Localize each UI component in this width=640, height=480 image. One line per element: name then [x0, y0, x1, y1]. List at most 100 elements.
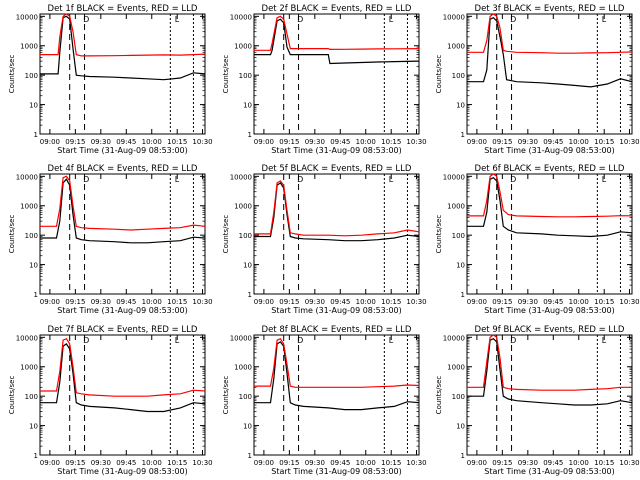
x-tick-label: 09:15: [492, 138, 512, 146]
x-tick-label: 10:30: [192, 138, 212, 146]
marker-label: D: [510, 15, 516, 24]
events-series-line: [40, 343, 206, 413]
y-tick-label: 100: [452, 393, 465, 401]
chart-title: Det 6f BLACK = Events, RED = LLD: [475, 164, 625, 174]
x-tick-label: 09:30: [305, 138, 325, 146]
y-tick-label: 1000: [447, 364, 465, 372]
y-tick-label: 10: [243, 102, 252, 110]
chart-panel: Det 5f BLACK = Events, RED = LLD 1 10 100 10…: [222, 164, 427, 315]
y-tick-label: 10000: [16, 334, 38, 342]
x-tick-label: 10:30: [619, 298, 639, 306]
chart-panel: Det 9f BLACK = Events, RED = LLD 1 10 100 10…: [435, 325, 640, 476]
lld-series-line: [40, 337, 206, 397]
y-axis-label: Counts/sec: [222, 215, 230, 254]
x-tick-label: 09:30: [518, 138, 538, 146]
x-tick-label: 09:30: [518, 459, 538, 467]
y-tick-label: 1000: [20, 43, 38, 51]
marker-label: L: [175, 175, 180, 184]
x-tick-label: 10:15: [167, 459, 187, 467]
y-tick-label: 10000: [443, 173, 465, 181]
x-tick-label: 09:15: [65, 459, 85, 467]
marker-label: D: [83, 175, 89, 184]
x-tick-label: 09:15: [492, 459, 512, 467]
marker-label: D: [510, 175, 516, 184]
plot-frame: [466, 13, 633, 135]
y-tick-label: 1000: [447, 43, 465, 51]
y-tick-label: 100: [25, 72, 38, 80]
x-tick-label: 10:30: [406, 459, 426, 467]
x-tick-label: 10:15: [381, 459, 401, 467]
plot-frame: [39, 173, 206, 295]
y-tick-label: 10: [29, 262, 38, 270]
x-tick-label: 09:15: [279, 459, 299, 467]
y-tick-label: 10: [456, 423, 465, 431]
y-tick-label: 1000: [234, 43, 252, 51]
x-tick-label: 09:30: [91, 298, 111, 306]
x-axis-label: Start Time (31-Aug-09 08:53:00): [57, 306, 188, 315]
lld-series-line: [467, 334, 632, 391]
x-tick-label: 09:00: [467, 298, 487, 306]
x-tick-label: 10:00: [142, 459, 162, 467]
chart-panel: Det 7f BLACK = Events, RED = LLD 1 10 100 10…: [8, 325, 213, 476]
events-series-line: [467, 16, 633, 88]
y-tick-label: 100: [452, 232, 465, 240]
y-tick-label: 1: [248, 291, 252, 299]
y-tick-label: 100: [239, 232, 252, 240]
lld-series-line: [254, 337, 420, 388]
x-tick-label: 09:15: [492, 298, 512, 306]
x-tick-label: 10:15: [381, 138, 401, 146]
x-tick-label: 09:00: [467, 459, 487, 467]
x-tick-label: 09:45: [116, 298, 136, 306]
y-tick-label: 10000: [16, 13, 38, 21]
y-tick-label: 1: [461, 291, 465, 299]
x-tick-label: 09:45: [116, 138, 136, 146]
x-tick-label: 09:45: [330, 138, 350, 146]
x-axis-label: Start Time (31-Aug-09 08:53:00): [484, 306, 615, 315]
marker-label: L: [175, 336, 180, 345]
chart-title: Det 1f BLACK = Events, RED = LLD: [48, 4, 198, 14]
x-tick-label: 09:15: [65, 138, 85, 146]
x-tick-label: 10:15: [594, 459, 614, 467]
x-tick-label: 09:30: [518, 298, 538, 306]
y-tick-label: 1: [34, 131, 38, 139]
y-tick-label: 1: [461, 131, 465, 139]
x-tick-label: 10:30: [619, 459, 639, 467]
plot-frame: [253, 334, 420, 456]
x-axis-label: Start Time (31-Aug-09 08:53:00): [271, 467, 402, 476]
x-tick-label: 09:45: [330, 459, 350, 467]
x-tick-label: 09:00: [254, 298, 274, 306]
x-tick-label: 10:00: [356, 298, 376, 306]
x-tick-label: 10:00: [356, 138, 376, 146]
x-tick-label: 10:00: [569, 459, 589, 467]
plot-frame: [466, 334, 633, 456]
x-tick-label: 09:45: [330, 298, 350, 306]
x-tick-label: 09:15: [65, 298, 85, 306]
chart-title: Det 3f BLACK = Events, RED = LLD: [475, 4, 625, 14]
x-tick-label: 09:00: [40, 298, 60, 306]
chart-panel: Det 1f BLACK = Events, RED = LLD 1 10 100 10…: [8, 4, 213, 155]
y-tick-label: 100: [239, 393, 252, 401]
x-tick-label: 09:15: [279, 138, 299, 146]
y-tick-label: 10: [29, 102, 38, 110]
y-axis-label: Counts/sec: [435, 55, 443, 94]
chart-title: Det 7f BLACK = Events, RED = LLD: [48, 325, 198, 335]
chart-panel: Det 3f BLACK = Events, RED = LLD 1 10 100 10…: [435, 4, 640, 155]
x-axis-label: Start Time (31-Aug-09 08:53:00): [484, 467, 615, 476]
x-tick-label: 09:30: [305, 459, 325, 467]
x-axis-label: Start Time (31-Aug-09 08:53:00): [57, 467, 188, 476]
y-tick-label: 100: [25, 232, 38, 240]
y-axis-label: Counts/sec: [8, 376, 16, 415]
x-tick-label: 10:30: [192, 298, 212, 306]
x-tick-label: 10:30: [619, 138, 639, 146]
x-tick-label: 09:45: [543, 298, 563, 306]
x-tick-label: 10:30: [192, 459, 212, 467]
x-axis-label: Start Time (31-Aug-09 08:53:00): [271, 146, 402, 155]
x-tick-label: 09:45: [543, 459, 563, 467]
lld-series-line: [40, 13, 206, 57]
marker-label: D: [83, 15, 89, 24]
y-tick-label: 10000: [16, 173, 38, 181]
events-series-line: [40, 15, 206, 81]
marker-label: D: [297, 175, 303, 184]
